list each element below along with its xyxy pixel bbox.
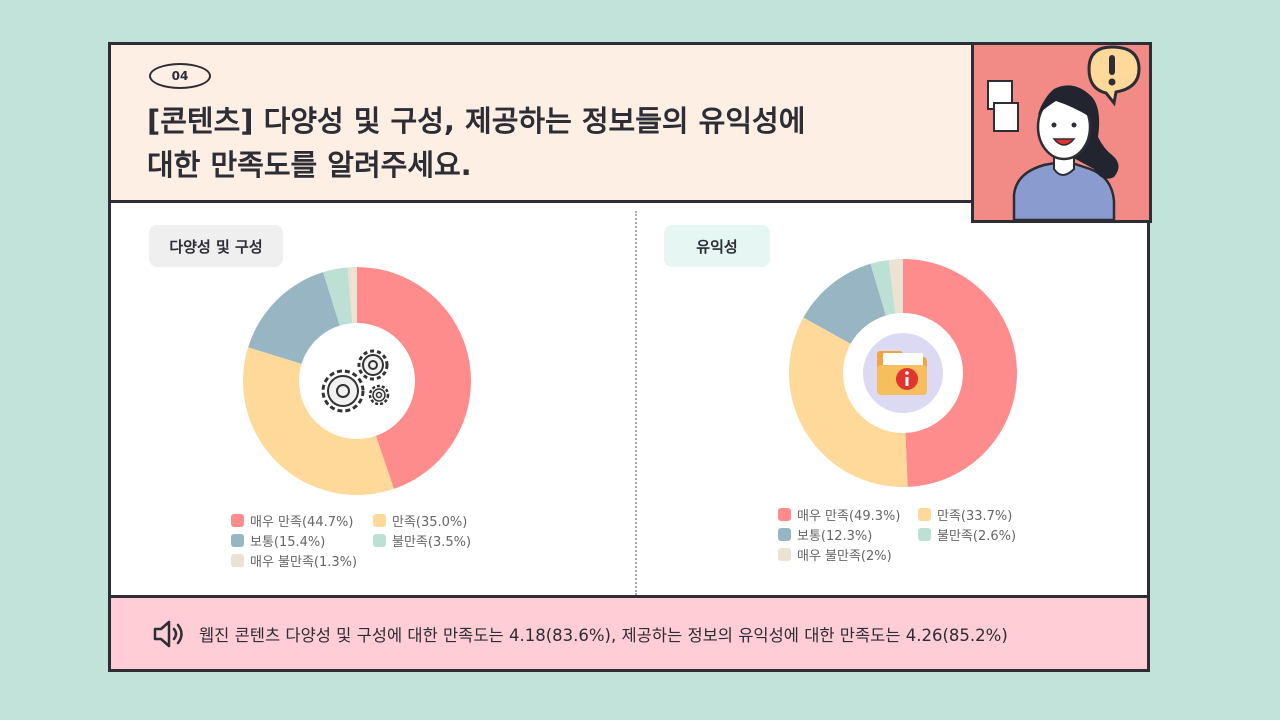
legend-label: 보통(15.4%) [250, 535, 326, 550]
usefulness-donut-chart [789, 259, 1017, 488]
legend-label: 만족(33.7%) [937, 509, 1013, 524]
legend-swatch [373, 514, 386, 527]
legend-item: 매우 만족(49.3%) [778, 505, 900, 524]
legend-swatch [231, 514, 244, 527]
gears-icon [321, 349, 390, 413]
legend-label: 보통(12.3%) [797, 529, 873, 544]
legend-swatch [373, 534, 386, 547]
legend-item: 매우 불만족(1.3%) [231, 551, 357, 570]
legend-item: 보통(15.4%) [231, 531, 325, 550]
legend-label: 매우 만족(49.3%) [797, 509, 901, 524]
diversity-section-tag: 다양성 및 구성 [149, 225, 283, 267]
usefulness-legend: 매우 만족(49.3%) 만족(33.7%) 보통(12.3%) 불만족(2.6… [778, 505, 1078, 575]
donut-hole [299, 323, 415, 439]
legend-label: 매우 불만족(2%) [797, 549, 892, 564]
summary-footer: 웹진 콘텐츠 다양성 및 구성에 대한 만족도는 4.18(83.6%), 제공… [111, 595, 1147, 669]
diversity-donut-chart [242, 267, 472, 496]
legend-label: 불만족(3.5%) [392, 535, 472, 550]
legend-item: 보통(12.3%) [778, 525, 872, 544]
speaker-icon [153, 620, 183, 648]
question-title-line-1: [콘텐츠] 다양성 및 구성, 제공하는 정보들의 유익성에 [147, 104, 806, 138]
legend-item: 만족(35.0%) [373, 511, 467, 530]
usefulness-section-tag: 유익성 [664, 225, 770, 267]
legend-swatch [918, 508, 931, 521]
summary-text: 웹진 콘텐츠 다양성 및 구성에 대한 만족도는 4.18(83.6%), 제공… [199, 625, 1008, 645]
info-folder-icon [863, 333, 943, 413]
legend-swatch [778, 528, 791, 541]
legend-item: 매우 불만족(2%) [778, 545, 892, 564]
exclamation-bubble-icon [1087, 45, 1141, 107]
legend-label: 매우 불만족(1.3%) [250, 555, 358, 570]
note-icon [993, 102, 1019, 132]
legend-swatch [231, 554, 244, 567]
woman-illustration [987, 45, 1141, 220]
legend-item: 매우 만족(44.7%) [231, 511, 353, 530]
diversity-legend: 매우 만족(44.7%) 만족(35.0%) 보통(15.4%) 불만족(3.5… [231, 511, 531, 581]
question-title-line-2: 대한 만족도를 알려주세요. [147, 148, 472, 182]
legend-item: 불만족(3.5%) [373, 531, 471, 550]
question-title: [콘텐츠] 다양성 및 구성, 제공하는 정보들의 유익성에 대한 만족도를 알… [147, 99, 967, 187]
legend-label: 불만족(2.6%) [937, 529, 1017, 544]
legend-swatch [778, 508, 791, 521]
legend-swatch [231, 534, 244, 547]
question-number-badge: 04 [149, 63, 211, 89]
legend-swatch [778, 548, 791, 561]
legend-label: 매우 만족(44.7%) [250, 515, 354, 530]
section-divider [635, 211, 637, 595]
legend-swatch [918, 528, 931, 541]
legend-item: 만족(33.7%) [918, 505, 1012, 524]
avatar [971, 42, 1152, 223]
legend-item: 불만족(2.6%) [918, 525, 1016, 544]
legend-label: 만족(35.0%) [392, 515, 468, 530]
